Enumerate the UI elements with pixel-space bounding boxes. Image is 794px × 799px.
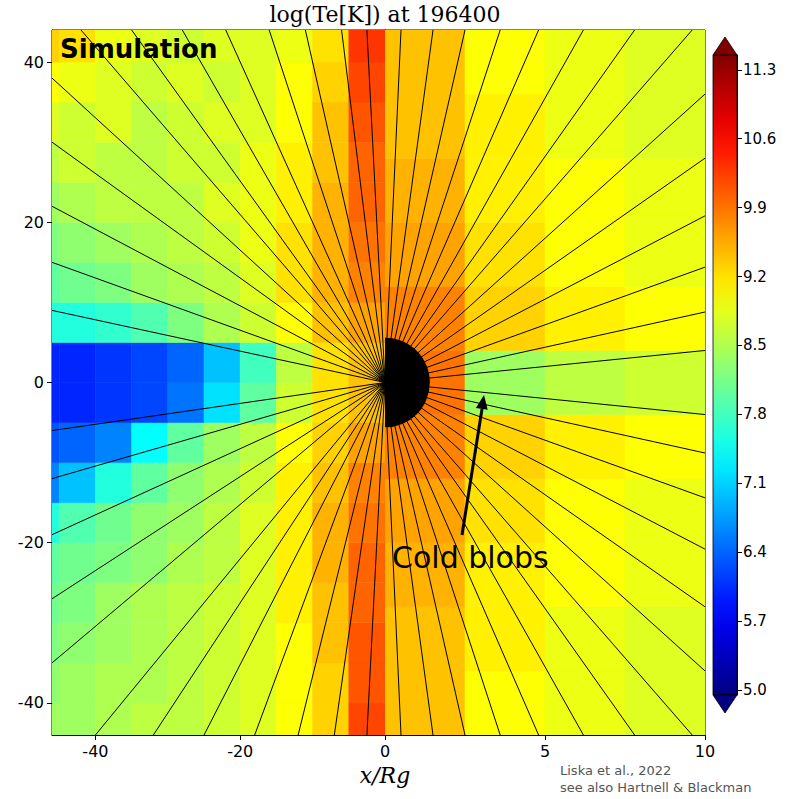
- svg-text:-40: -40: [82, 742, 108, 761]
- svg-text:-20: -20: [18, 533, 44, 552]
- svg-text:Simulation: Simulation: [60, 34, 217, 64]
- svg-text:5: 5: [540, 742, 550, 761]
- svg-text:Liska et al., 2022: Liska et al., 2022: [560, 763, 671, 778]
- svg-text:6.4: 6.4: [743, 543, 767, 561]
- svg-text:0: 0: [34, 373, 44, 392]
- svg-text:11.3: 11.3: [743, 61, 776, 79]
- svg-text:7.8: 7.8: [743, 405, 767, 423]
- svg-text:Cold blobs: Cold blobs: [392, 540, 549, 575]
- svg-text:8.5: 8.5: [743, 336, 767, 354]
- svg-text:10.6: 10.6: [743, 130, 776, 148]
- svg-text:-20: -20: [227, 742, 253, 761]
- svg-text:9.9: 9.9: [743, 199, 767, 217]
- svg-text:7.1: 7.1: [743, 474, 767, 492]
- svg-text:x/Rg: x/Rg: [360, 763, 410, 788]
- svg-text:10: 10: [695, 742, 715, 761]
- svg-text:5.7: 5.7: [743, 612, 767, 630]
- svg-text:5.0: 5.0: [743, 681, 767, 699]
- svg-text:0: 0: [380, 742, 390, 761]
- svg-text:log(Te[K]) at 196400: log(Te[K]) at 196400: [269, 2, 500, 27]
- svg-text:20: 20: [24, 213, 44, 232]
- svg-text:40: 40: [24, 53, 44, 72]
- svg-text:-40: -40: [18, 693, 44, 712]
- svg-text:see also Hartnell & Blackman: see also Hartnell & Blackman: [560, 780, 751, 795]
- svg-text:9.2: 9.2: [743, 268, 767, 286]
